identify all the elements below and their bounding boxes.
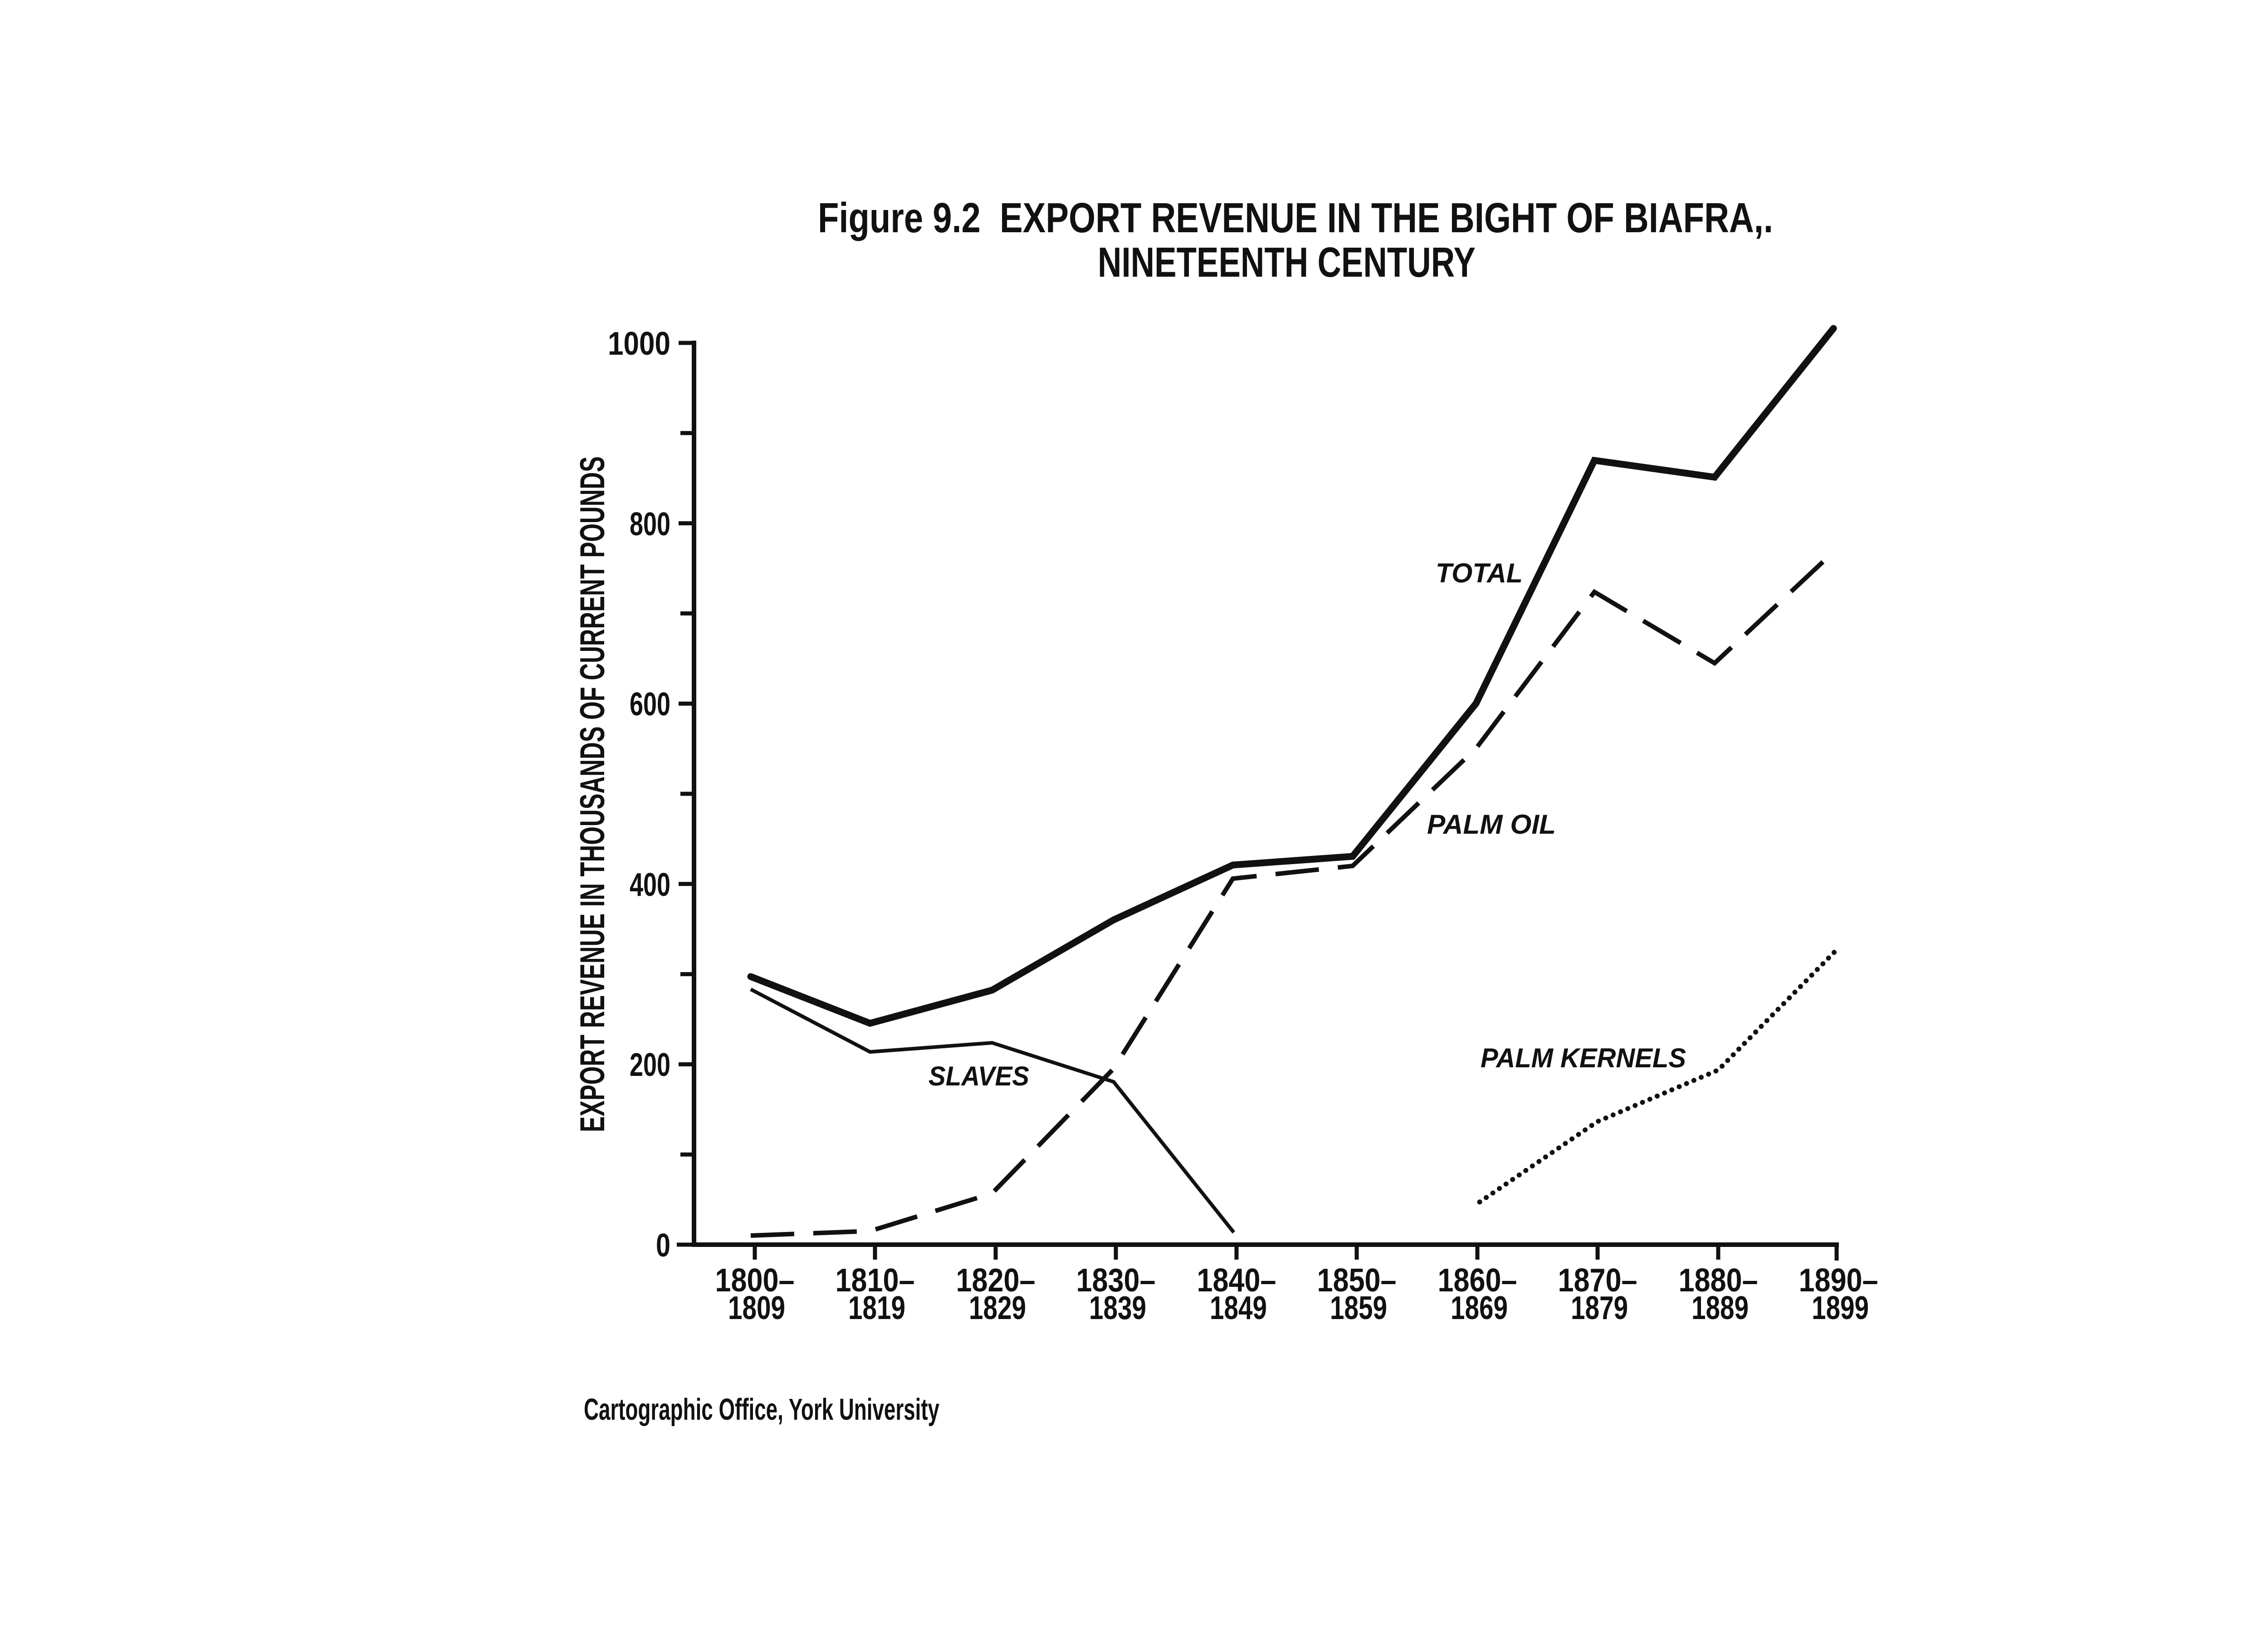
svg-text:1899: 1899 (1812, 1290, 1869, 1326)
svg-text:1830–: 1830– (1076, 1262, 1156, 1299)
svg-text:1889: 1889 (1691, 1290, 1749, 1326)
svg-text:800: 800 (630, 506, 670, 542)
svg-text:1860–: 1860– (1438, 1262, 1517, 1299)
svg-text:1840–: 1840– (1197, 1262, 1276, 1299)
svg-text:1810–: 1810– (836, 1262, 915, 1299)
svg-text:1800–: 1800– (715, 1262, 795, 1299)
svg-text:1879: 1879 (1571, 1290, 1628, 1326)
svg-text:Cartographic Office, York Univ: Cartographic Office, York University (584, 1393, 939, 1427)
svg-text:1850–: 1850– (1317, 1262, 1397, 1299)
svg-text:1000: 1000 (608, 326, 670, 362)
svg-text:SLAVES: SLAVES (929, 1061, 1029, 1091)
svg-text:1849: 1849 (1210, 1290, 1267, 1326)
svg-text:200: 200 (630, 1047, 670, 1083)
svg-text:TOTAL: TOTAL (1436, 558, 1523, 588)
svg-text:1859: 1859 (1330, 1290, 1387, 1326)
svg-text:1869: 1869 (1451, 1290, 1508, 1326)
svg-text:400: 400 (630, 867, 670, 903)
svg-text:1890–: 1890– (1799, 1262, 1878, 1299)
svg-text:1819: 1819 (848, 1290, 905, 1326)
svg-text:PALM KERNELS: PALM KERNELS (1481, 1043, 1686, 1073)
svg-text:1820–: 1820– (956, 1262, 1036, 1299)
svg-text:PALM OIL: PALM OIL (1427, 809, 1556, 840)
svg-text:1839: 1839 (1089, 1290, 1146, 1326)
svg-text:600: 600 (630, 686, 670, 723)
svg-text:1870–: 1870– (1558, 1262, 1637, 1299)
svg-text:EXPORT REVENUE IN THOUSANDS OF: EXPORT REVENUE IN THOUSANDS OF CURRENT P… (573, 456, 612, 1132)
svg-text:0: 0 (656, 1227, 670, 1264)
svg-text:1829: 1829 (969, 1290, 1026, 1326)
svg-text:NINETEENTH CENTURY: NINETEENTH CENTURY (1098, 239, 1476, 286)
svg-text:1809: 1809 (728, 1290, 785, 1326)
svg-text:1880–: 1880– (1679, 1262, 1758, 1299)
svg-text:Figure 9.2 EXPORT REVENUE IN: Figure 9.2 EXPORT REVENUE IN THE BIGHT O… (818, 194, 1773, 241)
